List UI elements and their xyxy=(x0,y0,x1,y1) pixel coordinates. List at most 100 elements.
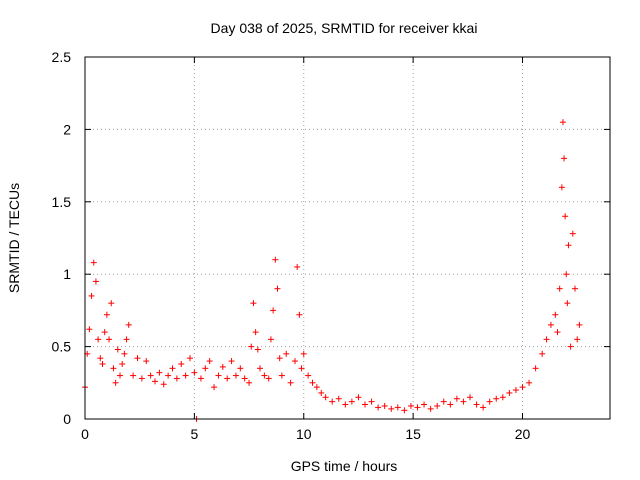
data-point xyxy=(394,404,401,411)
data-point xyxy=(106,336,113,343)
data-point xyxy=(134,355,141,362)
data-point xyxy=(556,285,563,292)
data-point xyxy=(305,372,312,379)
data-point xyxy=(169,365,176,372)
data-point xyxy=(421,401,428,408)
data-point xyxy=(388,405,395,412)
data-point xyxy=(250,300,257,307)
data-point xyxy=(562,213,569,220)
data-point xyxy=(567,343,574,350)
data-point xyxy=(178,360,185,367)
data-point xyxy=(97,355,104,362)
data-point xyxy=(318,389,325,396)
y-tick-label: 2.5 xyxy=(52,49,72,65)
data-point xyxy=(554,329,561,336)
data-point xyxy=(512,387,519,394)
data-point xyxy=(274,285,281,292)
data-point xyxy=(101,329,108,336)
data-point xyxy=(342,401,349,408)
data-point xyxy=(565,242,572,249)
y-tick-label: 1.5 xyxy=(52,194,72,210)
data-point xyxy=(292,358,298,365)
data-point xyxy=(296,311,303,318)
data-point xyxy=(460,398,467,405)
data-point xyxy=(480,404,487,411)
axis-ticks: 0 5 10 15 20 0 0.5 1 1.5 2 2.5 xyxy=(52,49,610,442)
data-point xyxy=(543,336,550,343)
data-point xyxy=(103,311,110,318)
data-point xyxy=(254,346,261,353)
data-point xyxy=(211,384,218,391)
data-point xyxy=(108,300,115,307)
y-axis-label: SRMTID / TECUs xyxy=(6,183,22,293)
data-point xyxy=(407,402,414,409)
data-point xyxy=(156,369,163,376)
data-point xyxy=(143,358,150,365)
data-point xyxy=(401,407,408,414)
data-point xyxy=(119,360,126,367)
chart-title: Day 038 of 2025, SRMTID for receiver kka… xyxy=(211,20,478,36)
data-point xyxy=(362,401,368,408)
data-point xyxy=(493,395,500,402)
data-point xyxy=(558,184,565,191)
data-point xyxy=(322,394,329,401)
y-tick-label: 2 xyxy=(63,121,71,137)
data-point xyxy=(90,259,97,266)
data-point xyxy=(125,321,132,328)
data-point xyxy=(564,300,571,307)
data-point xyxy=(272,256,279,263)
data-point xyxy=(574,336,581,343)
data-point xyxy=(532,365,539,372)
data-point xyxy=(453,395,460,402)
plot-frame xyxy=(84,56,611,420)
data-point xyxy=(197,375,204,382)
data-point xyxy=(467,394,473,401)
data-point xyxy=(348,398,355,405)
data-point xyxy=(313,384,320,391)
y-tick-label: 0.5 xyxy=(52,339,72,355)
x-axis-label: GPS time / hours xyxy=(291,458,398,474)
data-point xyxy=(267,336,274,343)
data-point xyxy=(440,398,447,405)
data-point xyxy=(265,375,272,382)
data-point xyxy=(88,292,95,299)
data-point xyxy=(224,375,231,382)
data-point xyxy=(215,372,222,379)
data-point xyxy=(182,372,189,379)
data-point xyxy=(130,372,137,379)
data-point xyxy=(355,394,362,401)
y-tick-label: 0 xyxy=(63,411,71,427)
data-point xyxy=(123,336,130,343)
data-point xyxy=(92,278,99,285)
data-point xyxy=(160,381,167,388)
data-point xyxy=(572,285,578,292)
data-point xyxy=(526,379,533,386)
data-point xyxy=(427,405,434,412)
data-point xyxy=(232,372,239,379)
data-point xyxy=(152,378,158,385)
data-point xyxy=(552,311,559,318)
data-point xyxy=(499,394,506,401)
data-point xyxy=(547,321,554,328)
data-point xyxy=(294,263,301,270)
data-point xyxy=(191,369,198,376)
data-point xyxy=(561,155,568,162)
data-point xyxy=(187,355,193,362)
data-point xyxy=(117,372,123,379)
data-point xyxy=(219,363,226,370)
data-point xyxy=(287,379,294,386)
data-point xyxy=(95,336,102,343)
data-point xyxy=(147,372,154,379)
data-point xyxy=(309,379,316,386)
data-point xyxy=(121,350,128,357)
data-point xyxy=(506,389,513,396)
data-point xyxy=(298,365,305,372)
data-point xyxy=(278,372,285,379)
data-point xyxy=(165,372,172,379)
data-point xyxy=(138,375,145,382)
data-point xyxy=(335,395,342,402)
data-point xyxy=(375,404,382,411)
x-tick-label: 0 xyxy=(81,426,89,442)
data-point xyxy=(276,355,283,362)
